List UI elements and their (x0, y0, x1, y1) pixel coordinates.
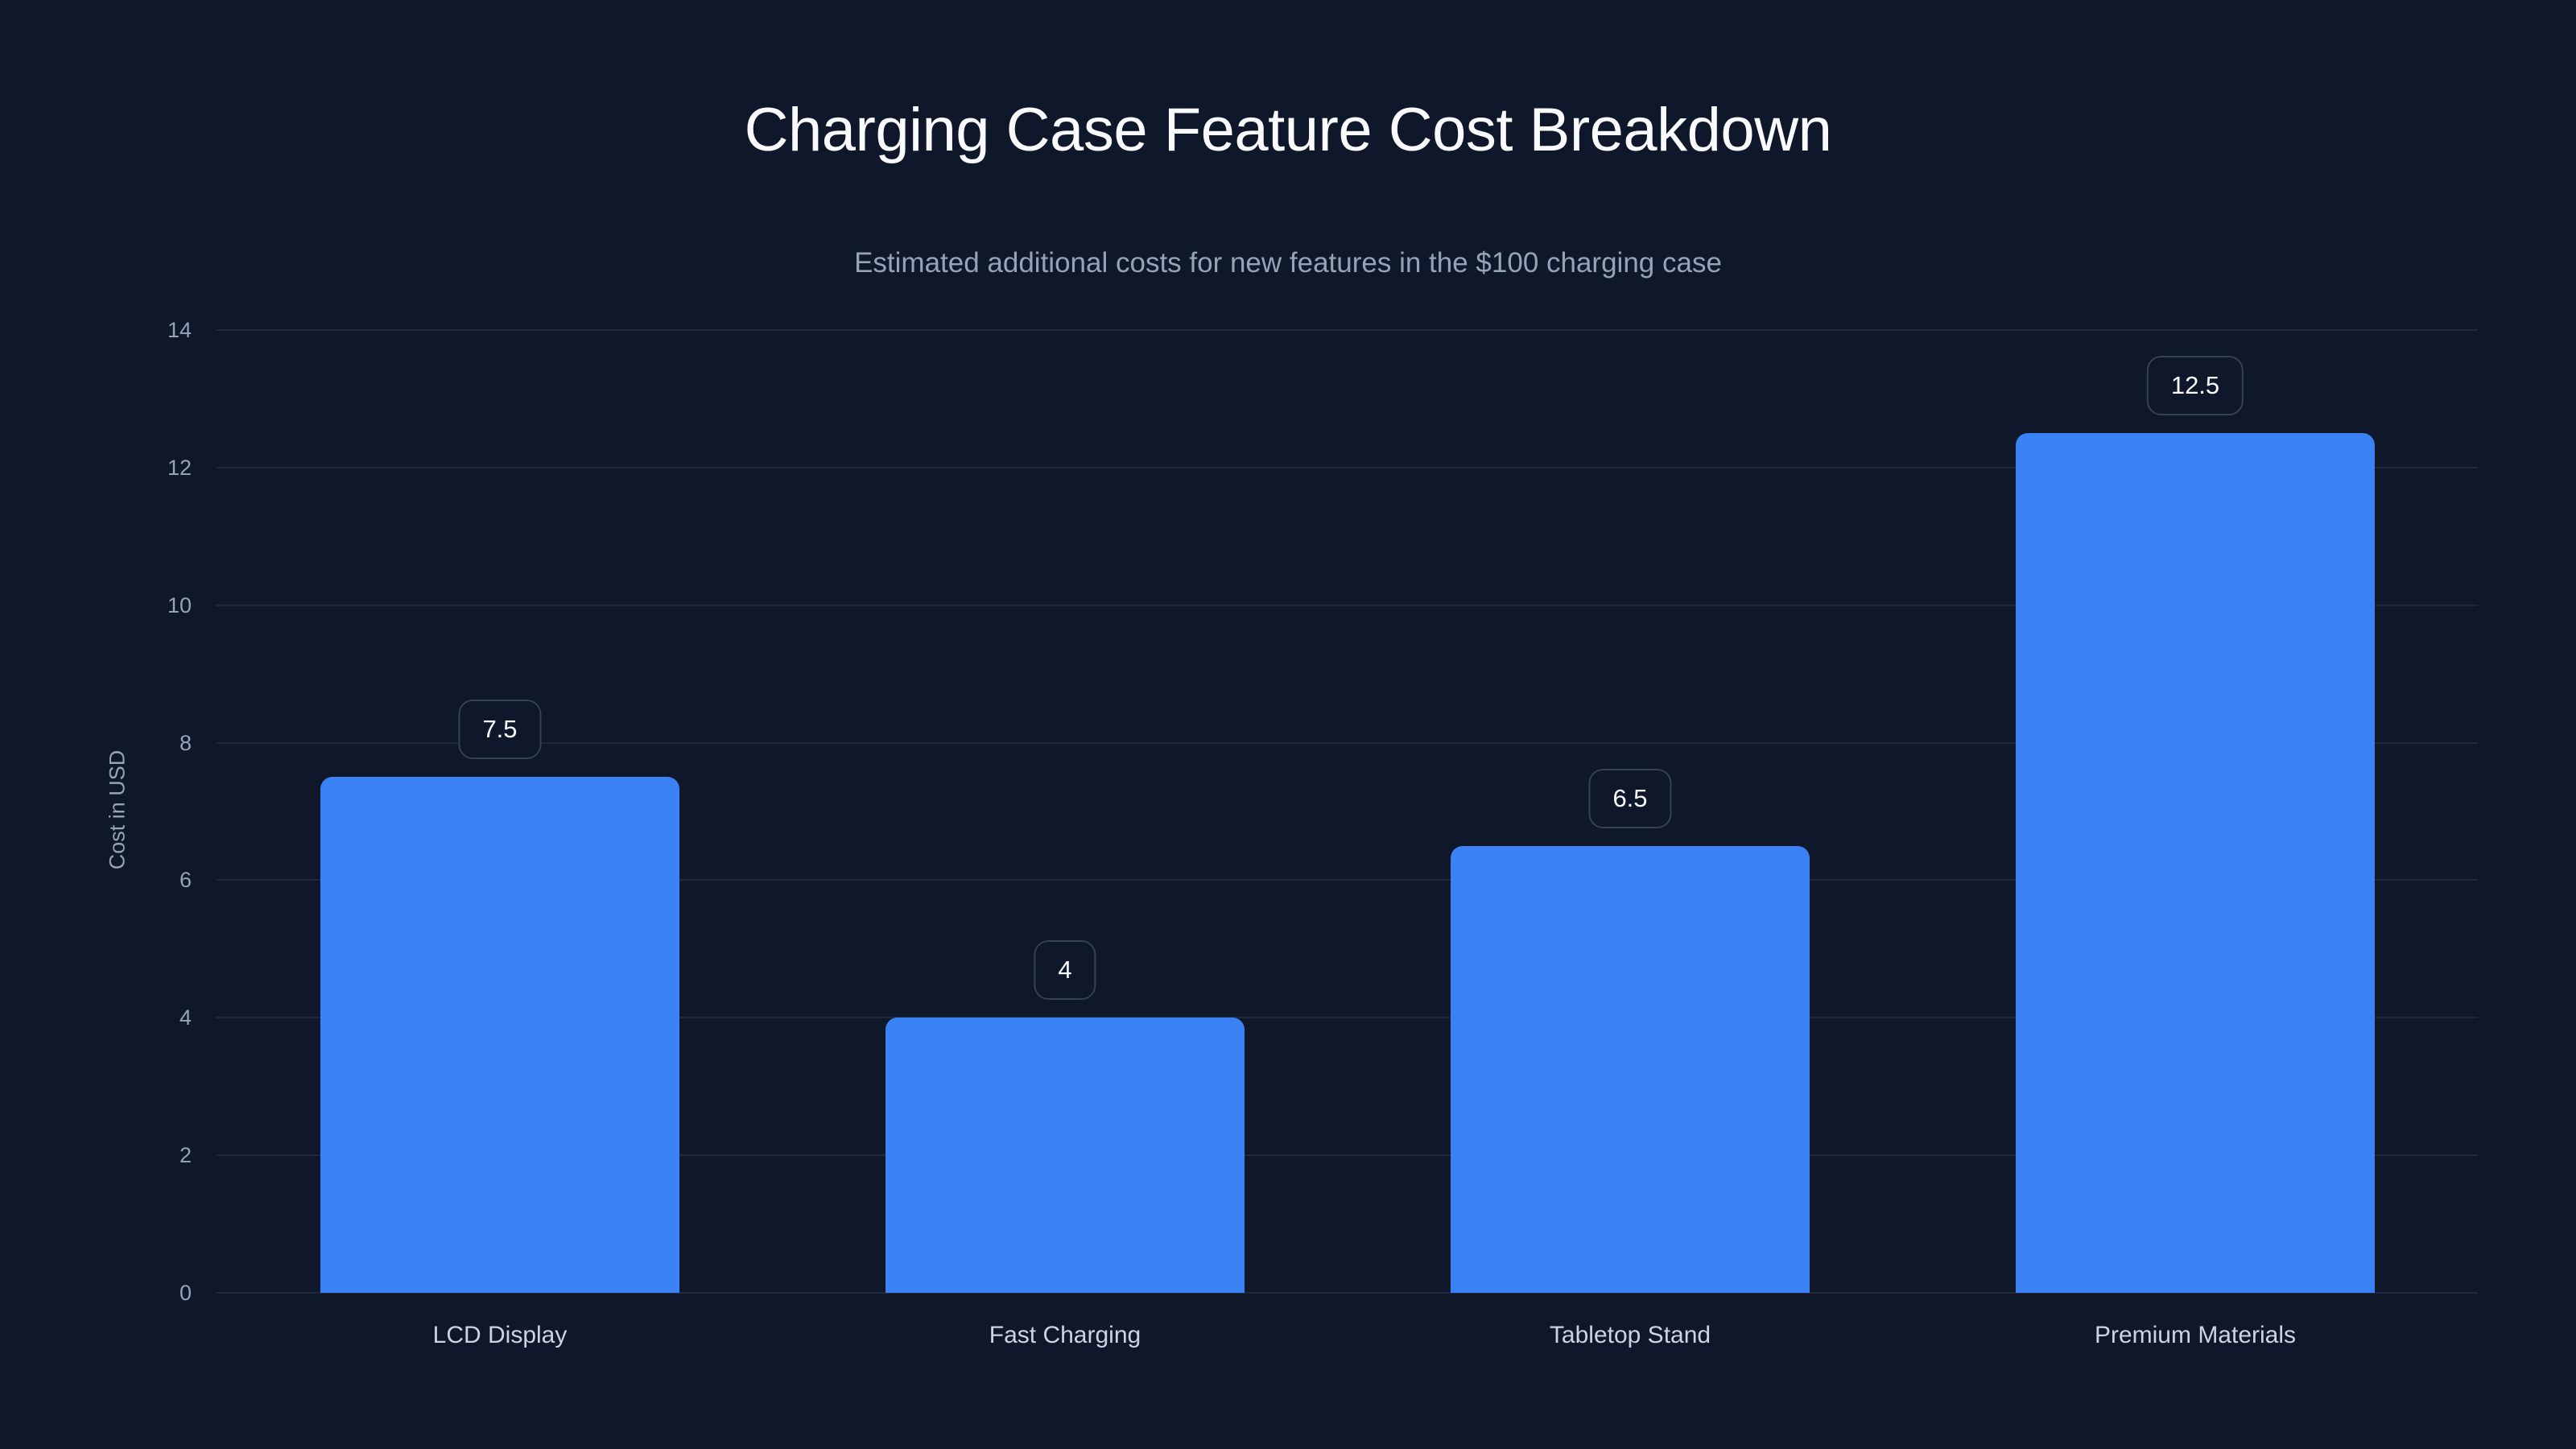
value-label: 6.5 (1588, 768, 1672, 828)
gridline (217, 329, 2478, 331)
y-tick-label: 8 (179, 730, 192, 755)
chart-subtitle: Estimated additional costs for new featu… (854, 247, 1722, 279)
bar[interactable] (1451, 845, 1810, 1293)
value-label: 7.5 (458, 700, 542, 760)
gridline (217, 1292, 2478, 1294)
bar[interactable] (2016, 433, 2375, 1293)
gridline (217, 879, 2478, 881)
x-tick-label: Fast Charging (989, 1322, 1141, 1348)
gridline (217, 741, 2478, 744)
y-tick-label: 4 (179, 1005, 192, 1030)
bar[interactable] (886, 1018, 1245, 1293)
gridline (217, 466, 2478, 469)
gridline (217, 604, 2478, 606)
y-tick-label: 0 (179, 1281, 192, 1305)
gridline (217, 1017, 2478, 1019)
y-tick-label: 6 (179, 868, 192, 893)
bar[interactable] (320, 777, 679, 1293)
x-tick-label: Premium Materials (2094, 1322, 2297, 1348)
value-label: 4 (1034, 940, 1096, 1001)
y-tick-label: 14 (167, 318, 192, 342)
x-tick-label: LCD Display (432, 1322, 568, 1348)
y-tick-label: 2 (179, 1143, 192, 1168)
gridline (217, 1154, 2478, 1157)
value-label: 12.5 (2146, 356, 2244, 416)
x-tick-label: Tabletop Stand (1549, 1322, 1711, 1348)
chart-title: Charging Case Feature Cost Breakdown (744, 96, 1832, 164)
y-tick-label: 12 (167, 455, 192, 480)
y-tick-label: 10 (167, 592, 192, 617)
